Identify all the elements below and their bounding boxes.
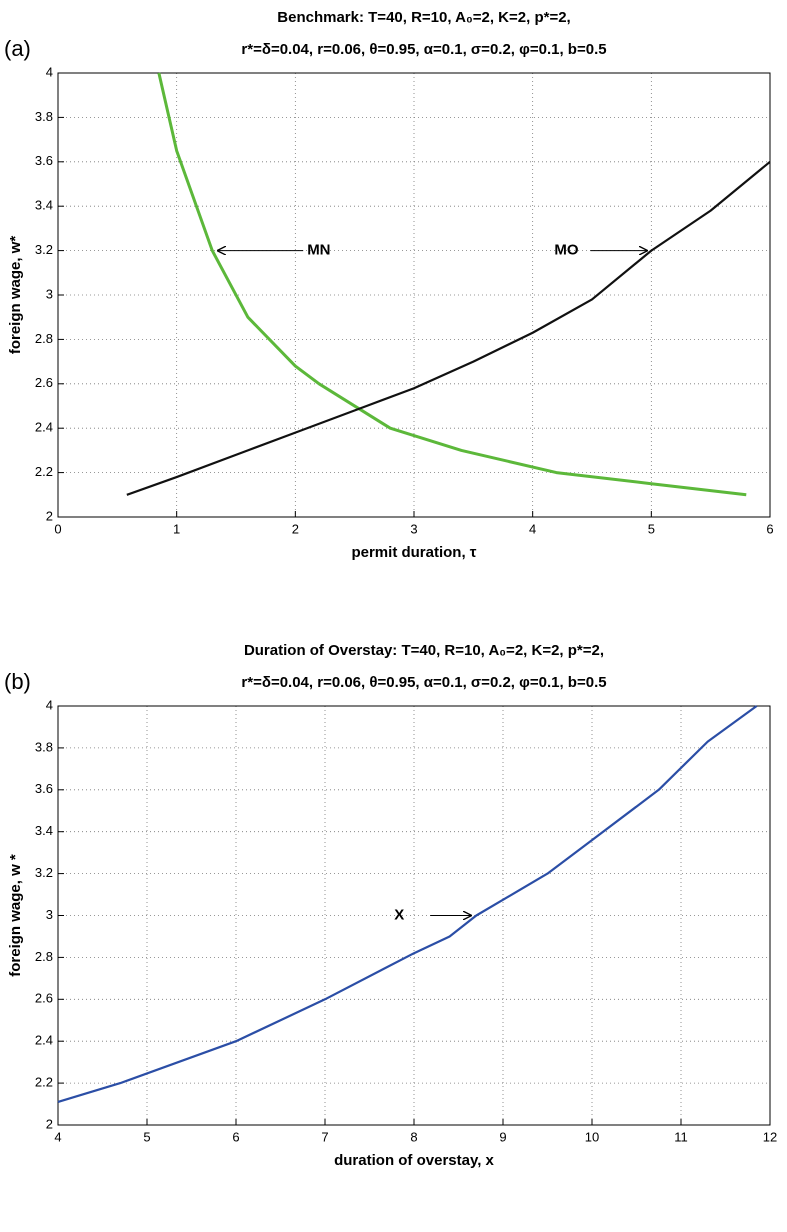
- y-tick-label: 2.2: [35, 464, 53, 479]
- x-tick-label: 3: [410, 521, 417, 536]
- chart-title: Duration of Overstay: T=40, R=10, A₀=2, …: [244, 642, 604, 659]
- y-tick-label: 3.2: [35, 242, 53, 257]
- panel-label: (b): [4, 669, 31, 694]
- x-axis-label: permit duration, τ: [351, 544, 476, 561]
- axes-frame: [57, 72, 771, 518]
- y-tick-label: 3: [46, 286, 53, 301]
- y-tick-label: 2: [46, 508, 53, 523]
- chart-title: Benchmark: T=40, R=10, A₀=2, K=2, p*=2,: [277, 9, 570, 26]
- series-line: [57, 705, 758, 1104]
- axes-frame: [57, 705, 771, 1126]
- annotation-label: MO: [554, 242, 578, 259]
- annotation-label: X: [394, 906, 404, 923]
- series-line: [126, 160, 771, 496]
- series-line: [157, 72, 747, 497]
- x-tick-label: 0: [54, 521, 61, 536]
- y-tick-label: 2.2: [35, 1075, 53, 1090]
- annotation-label: MN: [307, 242, 330, 259]
- x-tick-label: 6: [232, 1129, 239, 1144]
- y-tick-label: 2.4: [35, 1033, 53, 1048]
- x-tick-label: 1: [173, 521, 180, 536]
- x-tick-label: 2: [292, 521, 299, 536]
- panel-label: (a): [4, 36, 31, 61]
- y-tick-label: 2.8: [35, 331, 53, 346]
- y-tick-label: 3.8: [35, 739, 53, 754]
- x-tick-label: 4: [54, 1129, 61, 1144]
- x-tick-label: 5: [143, 1129, 150, 1144]
- y-tick-label: 2.4: [35, 420, 53, 435]
- y-tick-label: 2: [46, 1116, 53, 1131]
- x-axis-label: duration of overstay, x: [334, 1152, 494, 1169]
- x-tick-label: 5: [648, 521, 655, 536]
- y-tick-label: 3.4: [35, 198, 53, 213]
- x-tick-label: 6: [766, 521, 773, 536]
- y-tick-label: 3.8: [35, 109, 53, 124]
- x-tick-label: 9: [499, 1129, 506, 1144]
- y-tick-label: 4: [46, 64, 53, 79]
- chart-title: r*=δ=0.04, r=0.06, θ=0.95, α=0.1, σ=0.2,…: [241, 41, 606, 58]
- y-tick-label: 3.6: [35, 781, 53, 796]
- chart-title: r*=δ=0.04, r=0.06, θ=0.95, α=0.1, σ=0.2,…: [241, 674, 606, 691]
- y-axis-label: foreign wage, w*: [7, 236, 24, 355]
- y-tick-label: 2.6: [35, 375, 53, 390]
- y-tick-label: 3.2: [35, 865, 53, 880]
- x-tick-label: 11: [674, 1129, 688, 1144]
- y-tick-label: 3.4: [35, 823, 53, 838]
- y-tick-label: 4: [46, 697, 53, 712]
- x-tick-label: 8: [410, 1129, 417, 1144]
- x-tick-label: 12: [763, 1129, 777, 1144]
- y-tick-label: 3.6: [35, 153, 53, 168]
- x-tick-label: 4: [529, 521, 536, 536]
- x-tick-label: 10: [585, 1129, 599, 1144]
- y-tick-label: 2.8: [35, 949, 53, 964]
- x-tick-label: 7: [321, 1129, 328, 1144]
- y-axis-label: foreign wage, w *: [7, 854, 24, 977]
- y-tick-label: 2.6: [35, 991, 53, 1006]
- y-tick-label: 3: [46, 907, 53, 922]
